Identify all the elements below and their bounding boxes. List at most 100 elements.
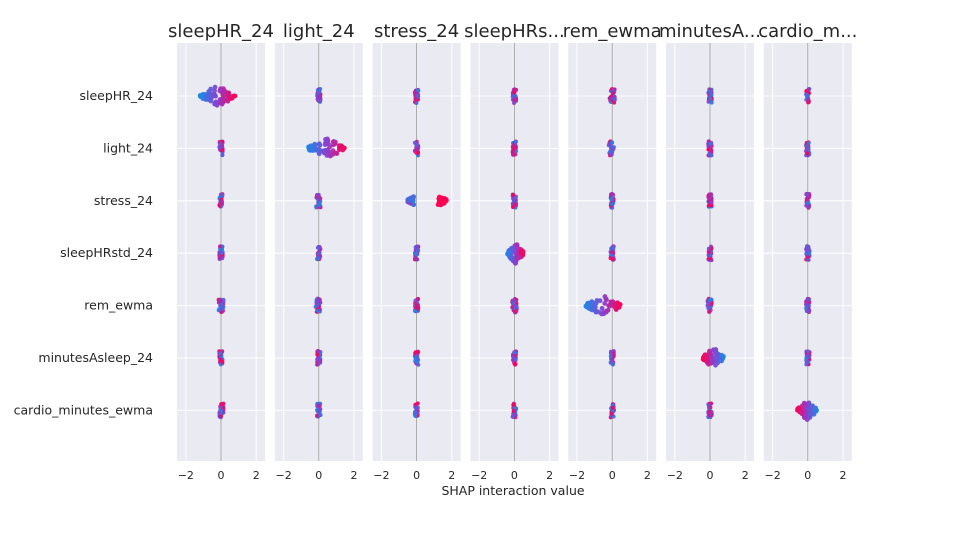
row-label-minutesAsleep_24: minutesAsleep_24	[38, 350, 153, 365]
data-point	[599, 305, 605, 311]
data-point	[805, 244, 810, 249]
x-tick-label: −2	[569, 469, 585, 482]
row-labels: sleepHR_24 light_24 stress_24 sleepHRstd_24…	[14, 88, 153, 417]
row-label-rem_ewma: rem_ewma	[84, 298, 153, 313]
row-label-stress_24: stress_24	[94, 193, 153, 208]
data-point	[415, 93, 420, 98]
data-point	[213, 99, 219, 105]
data-point	[708, 89, 713, 94]
data-point	[414, 145, 419, 150]
data-point	[512, 350, 517, 355]
data-point	[803, 413, 809, 418]
data-point	[511, 192, 516, 197]
data-point	[219, 201, 224, 206]
data-point	[604, 308, 610, 314]
data-point	[512, 100, 517, 105]
data-point	[315, 245, 320, 250]
data-point	[414, 355, 419, 360]
data-point	[806, 99, 811, 104]
data-point	[611, 246, 616, 250]
data-point	[602, 301, 608, 306]
x-tick-label: 0	[315, 469, 322, 482]
data-point	[411, 202, 416, 208]
data-point	[412, 308, 417, 313]
data-point	[212, 84, 218, 90]
row-label-sleepHR_24: sleepHR_24	[79, 88, 153, 103]
data-point	[336, 147, 342, 153]
data-point	[217, 307, 222, 312]
data-point	[511, 408, 516, 413]
data-point	[316, 141, 322, 147]
panel-title: rem_ewma	[563, 21, 662, 42]
data-point	[707, 348, 712, 354]
data-point	[327, 151, 333, 157]
data-point	[594, 298, 600, 303]
data-point	[518, 249, 524, 254]
data-point	[315, 303, 320, 308]
row-label-sleepHRstd_24: sleepHRstd_24	[60, 245, 153, 260]
data-point	[331, 139, 336, 144]
data-point	[511, 356, 516, 361]
data-point	[511, 402, 516, 407]
data-point	[805, 255, 810, 260]
data-point	[315, 357, 320, 362]
data-point	[611, 88, 616, 93]
data-point	[218, 249, 223, 254]
data-point	[513, 152, 518, 157]
x-tick-label: 0	[218, 469, 225, 482]
data-point	[414, 100, 419, 105]
data-point	[218, 244, 223, 249]
row-label-cardio_minutes_ewma: cardio_minutes_ewma	[14, 402, 153, 417]
data-point	[706, 301, 711, 306]
data-point	[315, 352, 320, 357]
row-label-light_24: light_24	[103, 140, 153, 155]
data-point	[708, 405, 713, 410]
data-point	[513, 361, 518, 366]
x-tick-label: −2	[373, 469, 389, 482]
data-point	[713, 362, 718, 368]
data-point	[443, 197, 449, 202]
data-point	[610, 405, 615, 410]
data-point	[414, 402, 419, 407]
data-point	[316, 203, 321, 208]
data-point	[609, 140, 614, 145]
data-point	[806, 146, 811, 151]
x-tick-label: 0	[413, 469, 420, 482]
data-point	[217, 88, 223, 94]
data-point	[415, 88, 420, 93]
data-point	[610, 362, 615, 367]
data-point	[700, 356, 706, 362]
x-tick-label: −2	[275, 469, 291, 482]
data-point	[506, 250, 511, 256]
data-point	[220, 306, 225, 311]
data-point	[714, 357, 719, 363]
data-point	[588, 301, 594, 306]
data-point	[316, 90, 321, 95]
data-point	[315, 362, 320, 367]
data-point	[799, 410, 805, 416]
data-point	[513, 97, 518, 102]
data-point	[808, 410, 814, 416]
data-point	[511, 196, 516, 201]
data-point	[804, 192, 809, 197]
data-point	[310, 147, 316, 153]
x-tick-label: 2	[253, 469, 260, 482]
data-point	[316, 403, 321, 408]
data-point	[611, 351, 616, 356]
x-tick-label: 2	[840, 469, 847, 482]
data-point	[608, 192, 613, 197]
data-point	[413, 96, 418, 101]
data-point	[217, 144, 222, 149]
data-point	[416, 150, 421, 155]
data-point	[510, 205, 515, 210]
data-point	[416, 248, 421, 253]
data-point	[610, 91, 615, 96]
data-point	[412, 90, 417, 95]
data-point	[609, 152, 614, 157]
data-point	[707, 298, 712, 303]
data-point	[708, 141, 713, 146]
data-point	[322, 142, 328, 147]
data-point	[340, 144, 345, 150]
data-point	[805, 195, 810, 200]
